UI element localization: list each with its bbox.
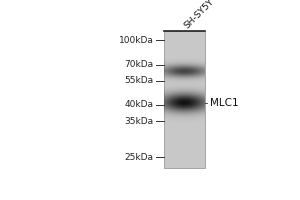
Text: MLC1: MLC1: [210, 98, 238, 108]
Text: 55kDa: 55kDa: [124, 76, 154, 85]
Text: 35kDa: 35kDa: [124, 117, 154, 126]
Text: 25kDa: 25kDa: [125, 153, 154, 162]
Bar: [164, 31, 205, 168]
Text: SH-SY5Y: SH-SY5Y: [182, 0, 215, 30]
Text: 70kDa: 70kDa: [124, 60, 154, 69]
Text: 100kDa: 100kDa: [119, 36, 154, 45]
Text: 40kDa: 40kDa: [125, 100, 154, 109]
